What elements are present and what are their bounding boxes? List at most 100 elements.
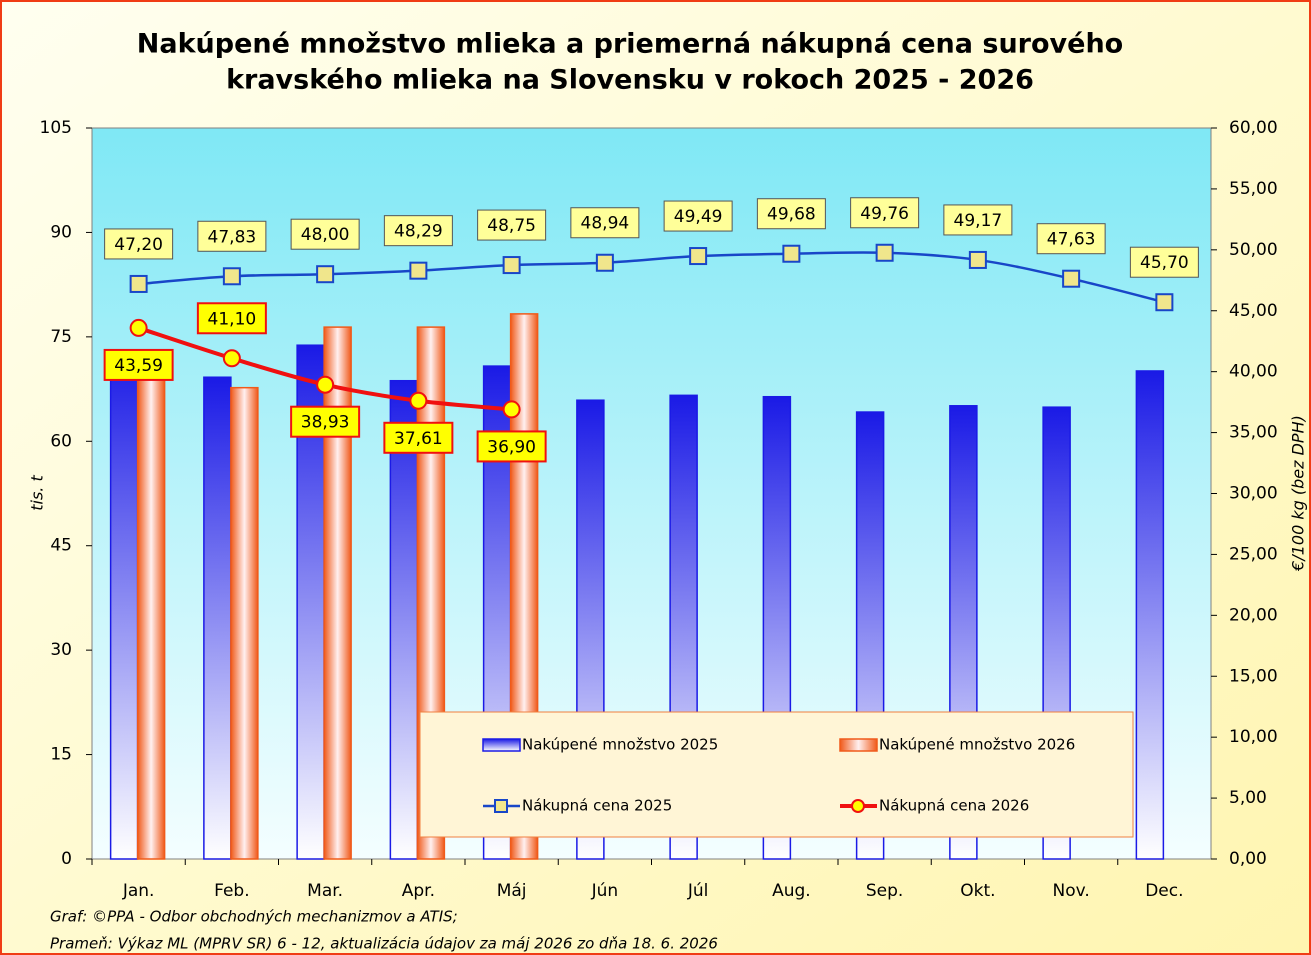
bar xyxy=(1135,370,1165,860)
marker xyxy=(222,349,241,368)
label-box xyxy=(476,430,547,463)
legend-swatch xyxy=(482,738,521,752)
y2-tick-label: 20,00 xyxy=(1229,605,1278,625)
data-label: 48,00 xyxy=(301,225,350,245)
marker xyxy=(1062,269,1081,288)
marker xyxy=(129,318,148,337)
y-tick-label: 45 xyxy=(50,536,72,556)
x-tick-label: Apr. xyxy=(402,881,435,901)
y2-tick-label: 50,00 xyxy=(1229,240,1278,260)
label-box xyxy=(290,405,361,438)
data-label: 49,49 xyxy=(674,207,723,227)
bar xyxy=(136,363,166,860)
label-box xyxy=(290,218,360,250)
y-tick-label: 60 xyxy=(50,431,72,451)
data-label: 37,61 xyxy=(394,429,443,449)
x-tick-label: Nov. xyxy=(1052,881,1089,901)
marker xyxy=(595,253,614,272)
legend-label: Nákupná cena 2026 xyxy=(879,797,1029,815)
x-tick-label: Aug. xyxy=(772,881,811,901)
label-box xyxy=(570,207,640,239)
x-tick-label: Okt. xyxy=(960,881,995,901)
bar xyxy=(109,350,139,860)
label-box xyxy=(756,198,826,230)
marker xyxy=(689,247,708,266)
y2-tick-label: 10,00 xyxy=(1229,727,1278,747)
label-box xyxy=(1036,223,1106,255)
y2-tick-label: 5,00 xyxy=(1229,788,1267,808)
y2-tick-label: 15,00 xyxy=(1229,666,1278,686)
chart-title: Nakúpené množstvo mlieka a priemerná nák… xyxy=(137,29,1123,60)
data-label: 48,29 xyxy=(394,222,443,242)
label-box xyxy=(197,220,267,252)
x-tick-label: Dec. xyxy=(1145,881,1183,901)
bar xyxy=(230,386,259,860)
data-label: 47,20 xyxy=(114,235,163,255)
label-box xyxy=(663,200,733,232)
y2-tick-label: 0,00 xyxy=(1229,849,1267,869)
marker xyxy=(129,274,148,293)
x-tick-label: Jan. xyxy=(122,881,155,901)
y-tick-label: 30 xyxy=(50,640,72,660)
legend xyxy=(419,711,1134,838)
y2-tick-label: 35,00 xyxy=(1229,423,1278,443)
note: Graf: ©PPA - Odbor obchodných mechanizmo… xyxy=(50,908,458,926)
chart-title: kravského mlieka na Slovensku v rokoch 2… xyxy=(226,65,1034,96)
y-axis-label: tis. t xyxy=(28,475,47,511)
marker xyxy=(875,243,894,262)
marker xyxy=(409,391,428,410)
x-tick-label: Feb. xyxy=(214,881,250,901)
data-label: 49,76 xyxy=(860,204,909,224)
data-label: 38,93 xyxy=(301,413,350,433)
y-tick-label: 75 xyxy=(50,327,72,347)
marker xyxy=(968,250,987,269)
line xyxy=(138,251,1165,304)
x-tick-label: Sep. xyxy=(866,881,903,901)
data-label: 48,75 xyxy=(487,216,536,236)
marker xyxy=(316,375,335,394)
y2-tick-label: 25,00 xyxy=(1229,544,1278,564)
bar xyxy=(203,376,232,860)
y-tick-label: 0 xyxy=(61,849,72,869)
legend-marker xyxy=(494,799,508,813)
legend-label: Nákupná cena 2025 xyxy=(522,797,672,815)
data-label: 47,63 xyxy=(1047,230,1096,250)
data-label: 43,59 xyxy=(114,356,163,376)
y-tick-label: 90 xyxy=(50,222,72,242)
data-label: 41,10 xyxy=(208,309,257,329)
marker xyxy=(1155,293,1174,312)
label-box xyxy=(943,204,1013,236)
y2-tick-label: 30,00 xyxy=(1229,484,1278,504)
data-label: 45,70 xyxy=(1140,253,1189,273)
legend-label: Nakúpené množstvo 2025 xyxy=(522,736,718,754)
data-label: 49,17 xyxy=(954,211,1003,231)
x-tick-label: Júl xyxy=(687,881,709,901)
marker xyxy=(502,400,521,419)
marker xyxy=(316,265,335,284)
legend-label: Nakúpené množstvo 2026 xyxy=(879,736,1075,754)
y-tick-label: 15 xyxy=(50,745,72,765)
y2-tick-label: 55,00 xyxy=(1229,179,1278,199)
label-box xyxy=(103,348,174,381)
x-tick-label: Máj xyxy=(497,881,527,901)
y2-tick-label: 40,00 xyxy=(1229,362,1278,382)
label-box xyxy=(477,209,547,241)
label-box xyxy=(1129,246,1199,278)
marker xyxy=(409,261,428,280)
y2-axis-label: €/100 kg (bez DPH) xyxy=(1289,415,1308,572)
x-tick-label: Mar. xyxy=(307,881,343,901)
label-box xyxy=(383,215,453,247)
x-tick-label: Jún xyxy=(591,881,619,901)
note: Prameň: Výkaz ML (MPRV SR) 6 - 12, aktua… xyxy=(50,935,718,953)
marker xyxy=(782,244,801,263)
label-box xyxy=(383,421,454,454)
label-box xyxy=(196,302,267,335)
data-label: 36,90 xyxy=(487,437,536,457)
marker xyxy=(222,267,241,286)
y2-tick-label: 45,00 xyxy=(1229,301,1278,321)
legend-swatch xyxy=(839,738,878,752)
data-label: 48,94 xyxy=(581,214,630,234)
data-label: 49,68 xyxy=(767,205,816,225)
label-box xyxy=(104,228,174,260)
